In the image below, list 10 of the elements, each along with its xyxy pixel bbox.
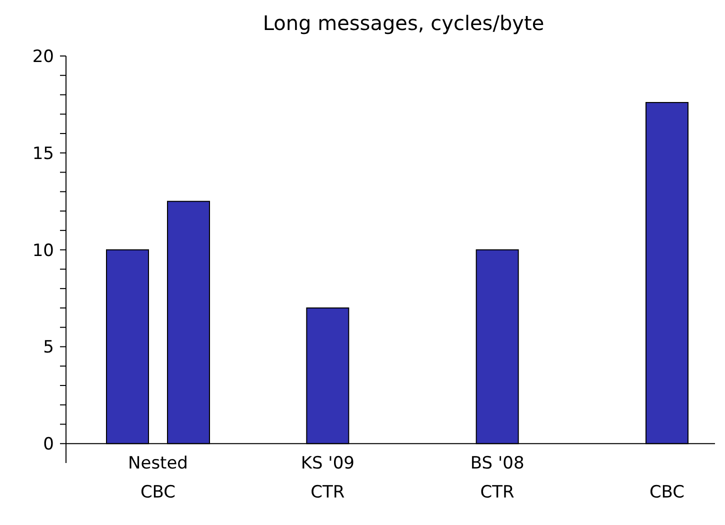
x-tick-label: BS '08 CTR [470, 454, 524, 503]
x-tick-label: CBC [649, 482, 685, 503]
chart-title: Long messages, cycles/byte [262, 11, 544, 35]
y-tick-label: 5 [43, 338, 54, 358]
y-tick-label: 0 [43, 434, 54, 455]
x-tick-label: KS '09 CTR [300, 454, 354, 503]
x-tick-label: Nested CBC [128, 454, 188, 503]
y-tick-label: 15 [32, 144, 54, 164]
y-tick-label: 10 [32, 240, 54, 261]
y-tick-label: 20 [32, 46, 54, 67]
